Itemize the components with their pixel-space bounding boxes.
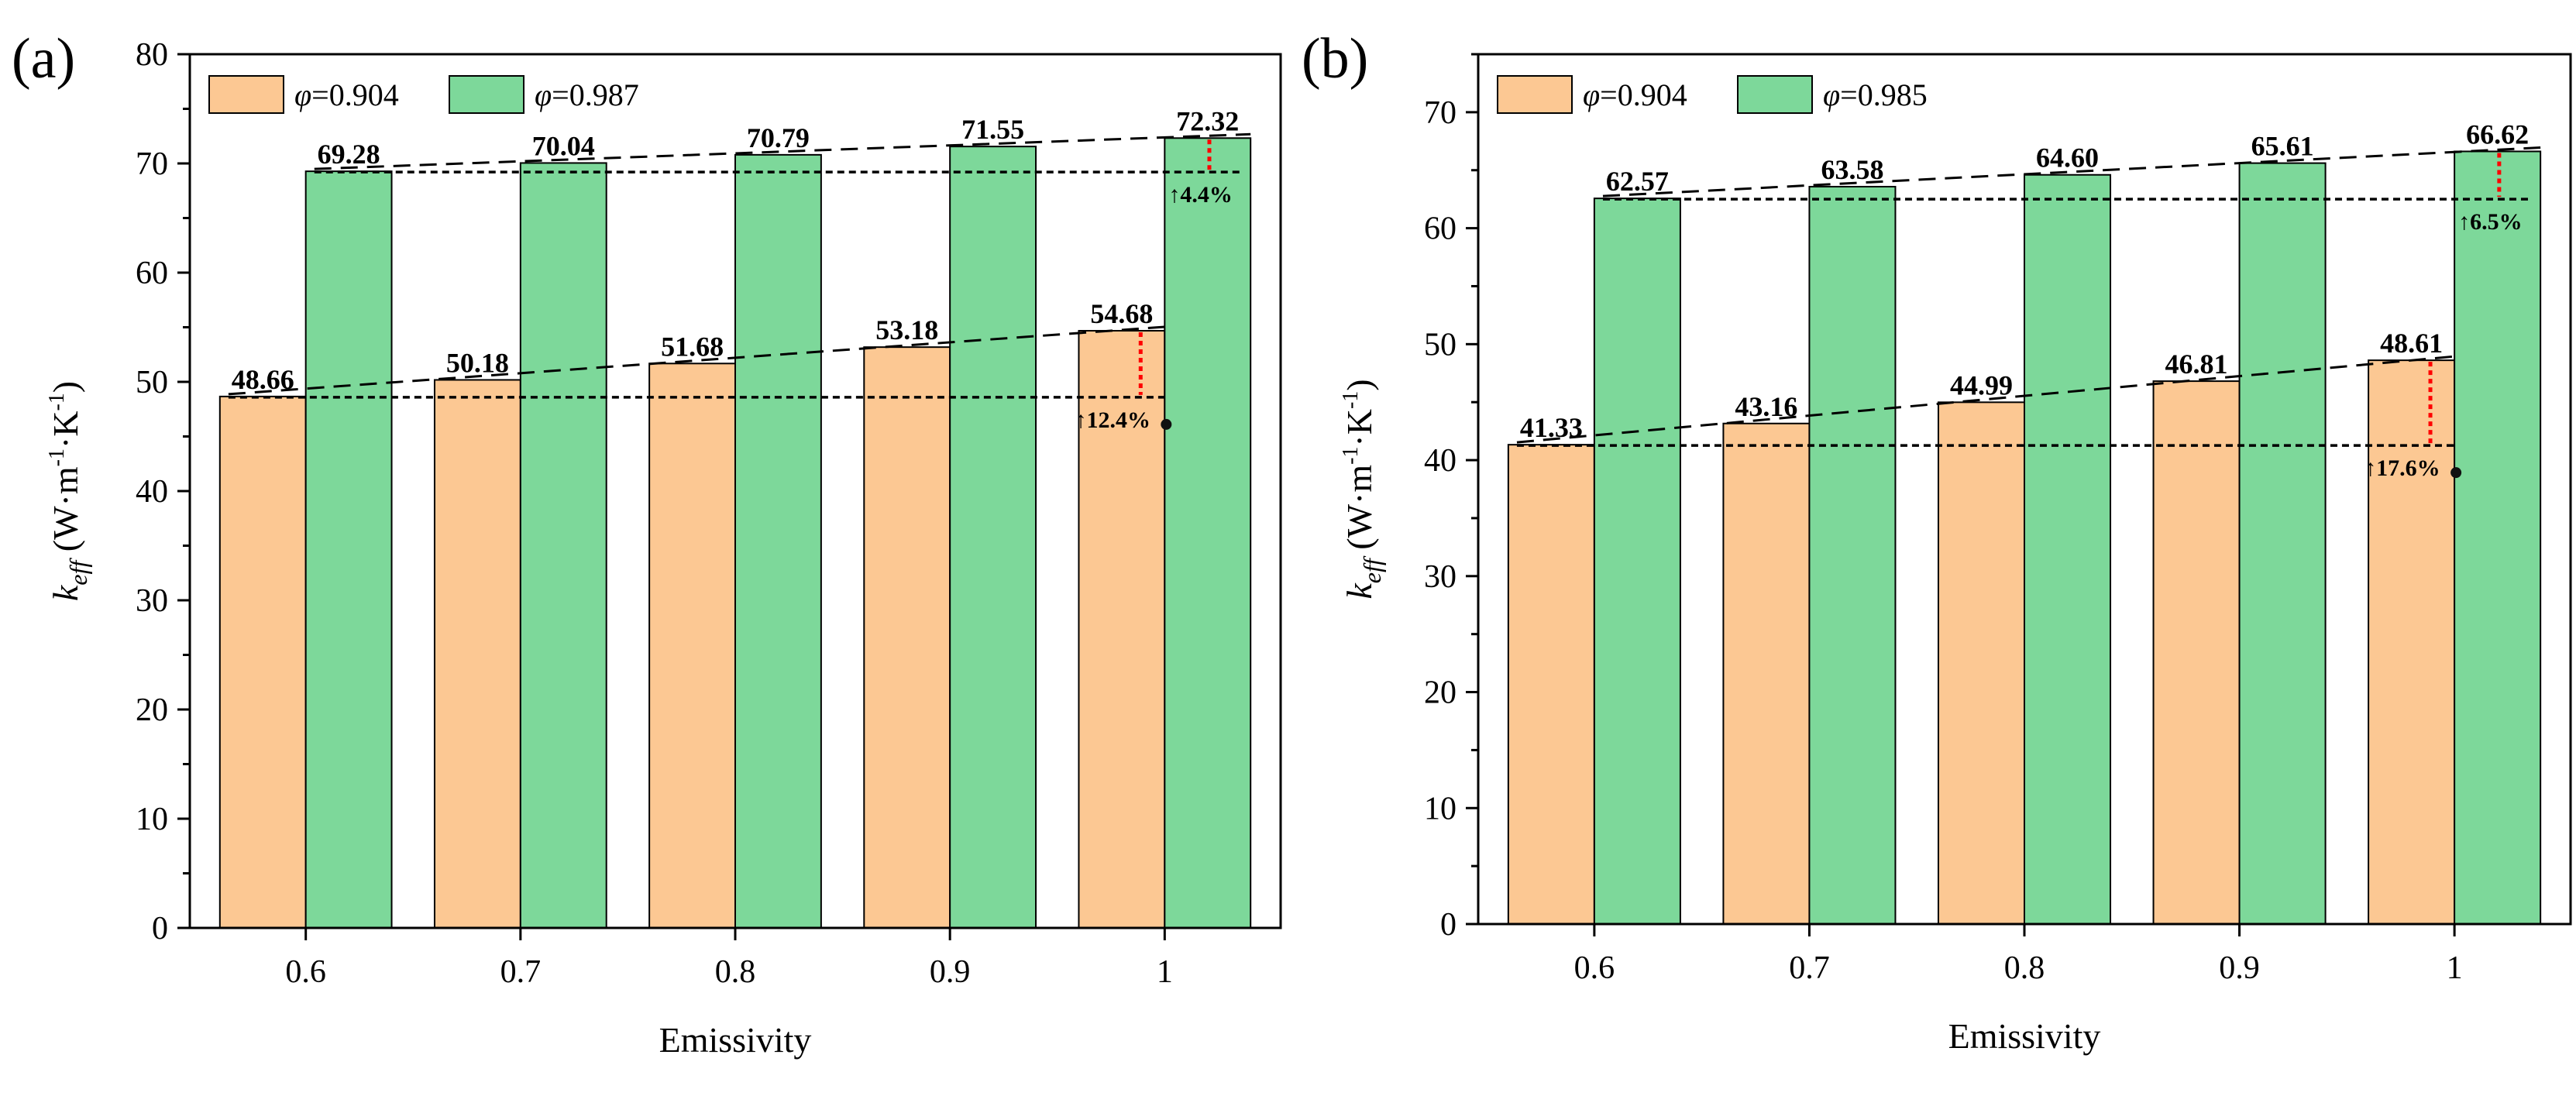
data-label: 64.60 bbox=[2036, 143, 2099, 174]
data-label: 62.57 bbox=[1606, 166, 1669, 197]
y-tick-label: 40 bbox=[136, 474, 168, 510]
data-label: 70.79 bbox=[747, 122, 810, 153]
increase-annotation: ↑12.4% bbox=[1075, 407, 1150, 433]
x-tick-label: 0.7 bbox=[1789, 950, 1830, 986]
data-label: 44.99 bbox=[1950, 369, 2013, 400]
y-tick-label: 70 bbox=[136, 146, 168, 182]
x-tick-label: 0.9 bbox=[2219, 950, 2260, 986]
y-tick-label: 0 bbox=[1440, 907, 1457, 943]
y-tick-label: 20 bbox=[136, 692, 168, 728]
legend-swatch bbox=[208, 75, 284, 114]
data-label: 66.62 bbox=[2466, 119, 2529, 149]
x-tick-label: 0.7 bbox=[500, 954, 542, 990]
panel-label: (a) bbox=[12, 27, 75, 91]
bar-s2-0.6 bbox=[1593, 198, 1681, 925]
data-label: 50.18 bbox=[446, 347, 509, 378]
bar-s1-0.8 bbox=[1937, 401, 2025, 925]
bar-s1-0.7 bbox=[1722, 422, 1811, 925]
x-tick-label: 0.8 bbox=[2004, 950, 2045, 986]
legend-swatch bbox=[449, 75, 524, 114]
y-tick-label: 50 bbox=[136, 365, 168, 400]
data-label: 63.58 bbox=[1821, 154, 1883, 185]
data-label: 72.32 bbox=[1176, 105, 1239, 136]
y-tick-label: 50 bbox=[1424, 327, 1457, 362]
bar-s2-1 bbox=[1164, 137, 1252, 929]
data-label: 51.68 bbox=[661, 331, 724, 362]
bar-s2-0.9 bbox=[949, 146, 1037, 929]
legend-label: φ=0.987 bbox=[535, 77, 639, 112]
bar-s2-1 bbox=[2454, 150, 2542, 925]
y-axis-title: keff (W·m-1·K-1) bbox=[1339, 379, 1386, 599]
legend: φ=0.904 φ=0.987 bbox=[208, 75, 639, 114]
y-tick-label: 30 bbox=[136, 583, 168, 619]
bar-s2-0.7 bbox=[519, 162, 607, 929]
y-tick-label: 30 bbox=[1424, 559, 1457, 595]
marker-dot bbox=[2450, 467, 2462, 479]
x-tick-label: 0.6 bbox=[285, 954, 326, 990]
data-label: 46.81 bbox=[2165, 349, 2228, 380]
legend-label: φ=0.904 bbox=[1583, 77, 1687, 112]
bar-s1-0.8 bbox=[648, 362, 736, 929]
y-tick-label: 70 bbox=[1424, 95, 1457, 131]
data-label: 53.18 bbox=[875, 314, 938, 345]
bar-s1-0.7 bbox=[433, 379, 521, 929]
x-axis-title: Emissivity bbox=[659, 1020, 812, 1060]
bar-s2-0.7 bbox=[1808, 185, 1897, 925]
bar-s1-0.6 bbox=[1507, 444, 1595, 925]
bar-s1-1 bbox=[2368, 359, 2456, 926]
legend-label: φ=0.904 bbox=[294, 77, 399, 112]
y-axis-title: keff (W·m-1·K-1) bbox=[45, 381, 92, 601]
marker-dot bbox=[1161, 418, 1172, 430]
data-label: 48.61 bbox=[2380, 328, 2443, 359]
bar-s2-0.8 bbox=[734, 153, 822, 929]
increase-annotation: ↑6.5% bbox=[2458, 209, 2523, 235]
legend-swatch bbox=[1737, 75, 1813, 114]
y-tick-label: 10 bbox=[136, 802, 168, 837]
panel-label: (b) bbox=[1302, 27, 1368, 91]
bar-s2-0.8 bbox=[2024, 174, 2112, 926]
trend-line bbox=[314, 132, 1251, 170]
data-label: 71.55 bbox=[961, 114, 1024, 145]
bar-s1-0.9 bbox=[2152, 380, 2241, 925]
increase-annotation: ↑4.4% bbox=[1168, 182, 1233, 208]
x-tick-label: 0.6 bbox=[1574, 950, 1615, 986]
data-label: 70.04 bbox=[532, 130, 595, 161]
legend: φ=0.904 φ=0.985 bbox=[1497, 75, 1928, 114]
bar-s2-0.6 bbox=[304, 170, 393, 929]
legend-swatch bbox=[1497, 75, 1573, 114]
bar-s1-0.9 bbox=[863, 346, 951, 929]
y-tick-label: 0 bbox=[152, 911, 168, 947]
data-label: 54.68 bbox=[1090, 298, 1153, 329]
x-axis-title: Emissivity bbox=[1948, 1016, 2101, 1056]
data-label: 65.61 bbox=[2251, 131, 2314, 162]
legend-label: φ=0.985 bbox=[1823, 77, 1928, 112]
y-tick-label: 10 bbox=[1424, 791, 1457, 826]
y-tick-label: 60 bbox=[136, 256, 168, 291]
x-tick-label: 0.9 bbox=[930, 954, 971, 990]
bar-s2-0.9 bbox=[2238, 162, 2327, 925]
y-tick-label: 40 bbox=[1424, 443, 1457, 479]
y-tick-label: 20 bbox=[1424, 675, 1457, 711]
x-tick-label: 1 bbox=[2447, 950, 2463, 986]
increase-annotation: ↑17.6% bbox=[2364, 455, 2440, 481]
x-tick-label: 0.8 bbox=[715, 954, 756, 990]
data-label: 69.28 bbox=[318, 139, 380, 170]
x-tick-label: 1 bbox=[1157, 954, 1173, 990]
y-tick-label: 80 bbox=[136, 37, 168, 73]
bar-s1-0.6 bbox=[218, 395, 307, 929]
y-tick-label: 60 bbox=[1424, 211, 1457, 247]
